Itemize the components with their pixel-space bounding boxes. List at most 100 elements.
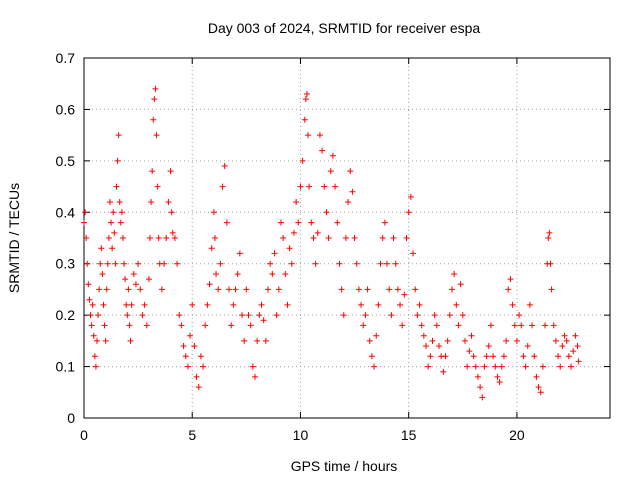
data-point (410, 250, 417, 257)
data-point (542, 322, 549, 329)
data-point (362, 312, 369, 319)
data-point (126, 322, 133, 329)
data-point (147, 235, 154, 241)
data-point (104, 260, 111, 267)
data-point (121, 260, 128, 267)
data-point (310, 235, 317, 241)
data-point (119, 235, 126, 241)
data-point (215, 286, 222, 293)
data-point (111, 229, 118, 236)
data-point (112, 260, 119, 267)
data-point (440, 368, 447, 375)
data-point (153, 132, 160, 139)
data-point (93, 337, 100, 344)
data-point (568, 363, 575, 370)
data-point (373, 332, 380, 339)
x-axis-label: GPS time / hours (291, 458, 398, 474)
data-point (533, 373, 540, 380)
data-point (165, 199, 172, 205)
data-point (99, 271, 106, 277)
data-point (355, 286, 362, 293)
data-point (505, 286, 512, 293)
data-point (87, 312, 94, 319)
x-tick-label: 20 (509, 427, 525, 443)
data-point (394, 286, 401, 293)
data-point (520, 353, 527, 360)
x-tick-label: 5 (188, 427, 196, 443)
data-point (254, 337, 261, 344)
data-point (228, 322, 235, 329)
data-point (252, 373, 259, 380)
data-point (500, 353, 507, 360)
data-point (379, 235, 386, 241)
data-point (189, 301, 196, 308)
data-point (546, 229, 553, 236)
y-tick-label: 0 (67, 410, 75, 426)
data-point (234, 271, 241, 277)
data-point (109, 245, 116, 252)
data-point (302, 96, 309, 103)
data-point (264, 286, 271, 293)
data-point (284, 301, 291, 308)
y-tick-label: 0.2 (56, 307, 76, 323)
data-point (258, 301, 265, 308)
data-point (545, 235, 552, 241)
y-tick-label: 0.3 (56, 256, 76, 272)
data-point (364, 286, 371, 293)
data-point (403, 235, 410, 241)
data-point (433, 322, 440, 329)
data-point (429, 337, 436, 344)
data-point (178, 322, 185, 329)
data-point (498, 363, 505, 370)
data-point (184, 363, 191, 370)
data-point (550, 322, 557, 329)
data-point (522, 363, 529, 370)
data-point (141, 301, 148, 308)
data-point (158, 286, 165, 293)
data-point (360, 322, 367, 329)
data-point (122, 276, 129, 283)
data-point (399, 322, 406, 329)
data-point (89, 301, 96, 308)
data-point (503, 337, 510, 344)
data-point (125, 286, 132, 293)
data-point (539, 363, 546, 370)
data-point (485, 343, 492, 349)
data-point (114, 157, 121, 164)
data-point (195, 384, 202, 391)
data-points (81, 85, 582, 401)
data-point (368, 353, 375, 360)
data-point (273, 312, 280, 319)
data-point (221, 163, 228, 169)
data-point (565, 353, 572, 360)
data-point (245, 312, 252, 319)
data-point (416, 301, 423, 308)
data-point (453, 301, 460, 308)
data-point (516, 312, 523, 319)
data-point (371, 363, 378, 370)
data-point (535, 384, 542, 391)
data-point (139, 312, 146, 319)
data-point (230, 301, 237, 308)
data-point (241, 337, 248, 344)
data-point (451, 271, 458, 277)
data-point (290, 229, 297, 236)
data-point (297, 183, 304, 190)
axis-ticks: 0 0.1 0.2 0.3 0.4 0.5 0.6 0.7 0 5 10 15 20 (56, 50, 610, 443)
data-point (548, 286, 555, 293)
data-point (461, 337, 468, 344)
data-point (561, 332, 568, 339)
data-point (448, 286, 455, 293)
data-point (319, 147, 326, 154)
data-point (323, 209, 330, 216)
data-point (83, 235, 90, 241)
data-point (150, 116, 157, 123)
data-point (197, 353, 204, 360)
data-point (182, 353, 189, 360)
data-point (338, 286, 345, 293)
data-point (575, 358, 582, 365)
data-point (191, 343, 198, 349)
data-point (280, 235, 287, 241)
data-point (132, 281, 139, 288)
